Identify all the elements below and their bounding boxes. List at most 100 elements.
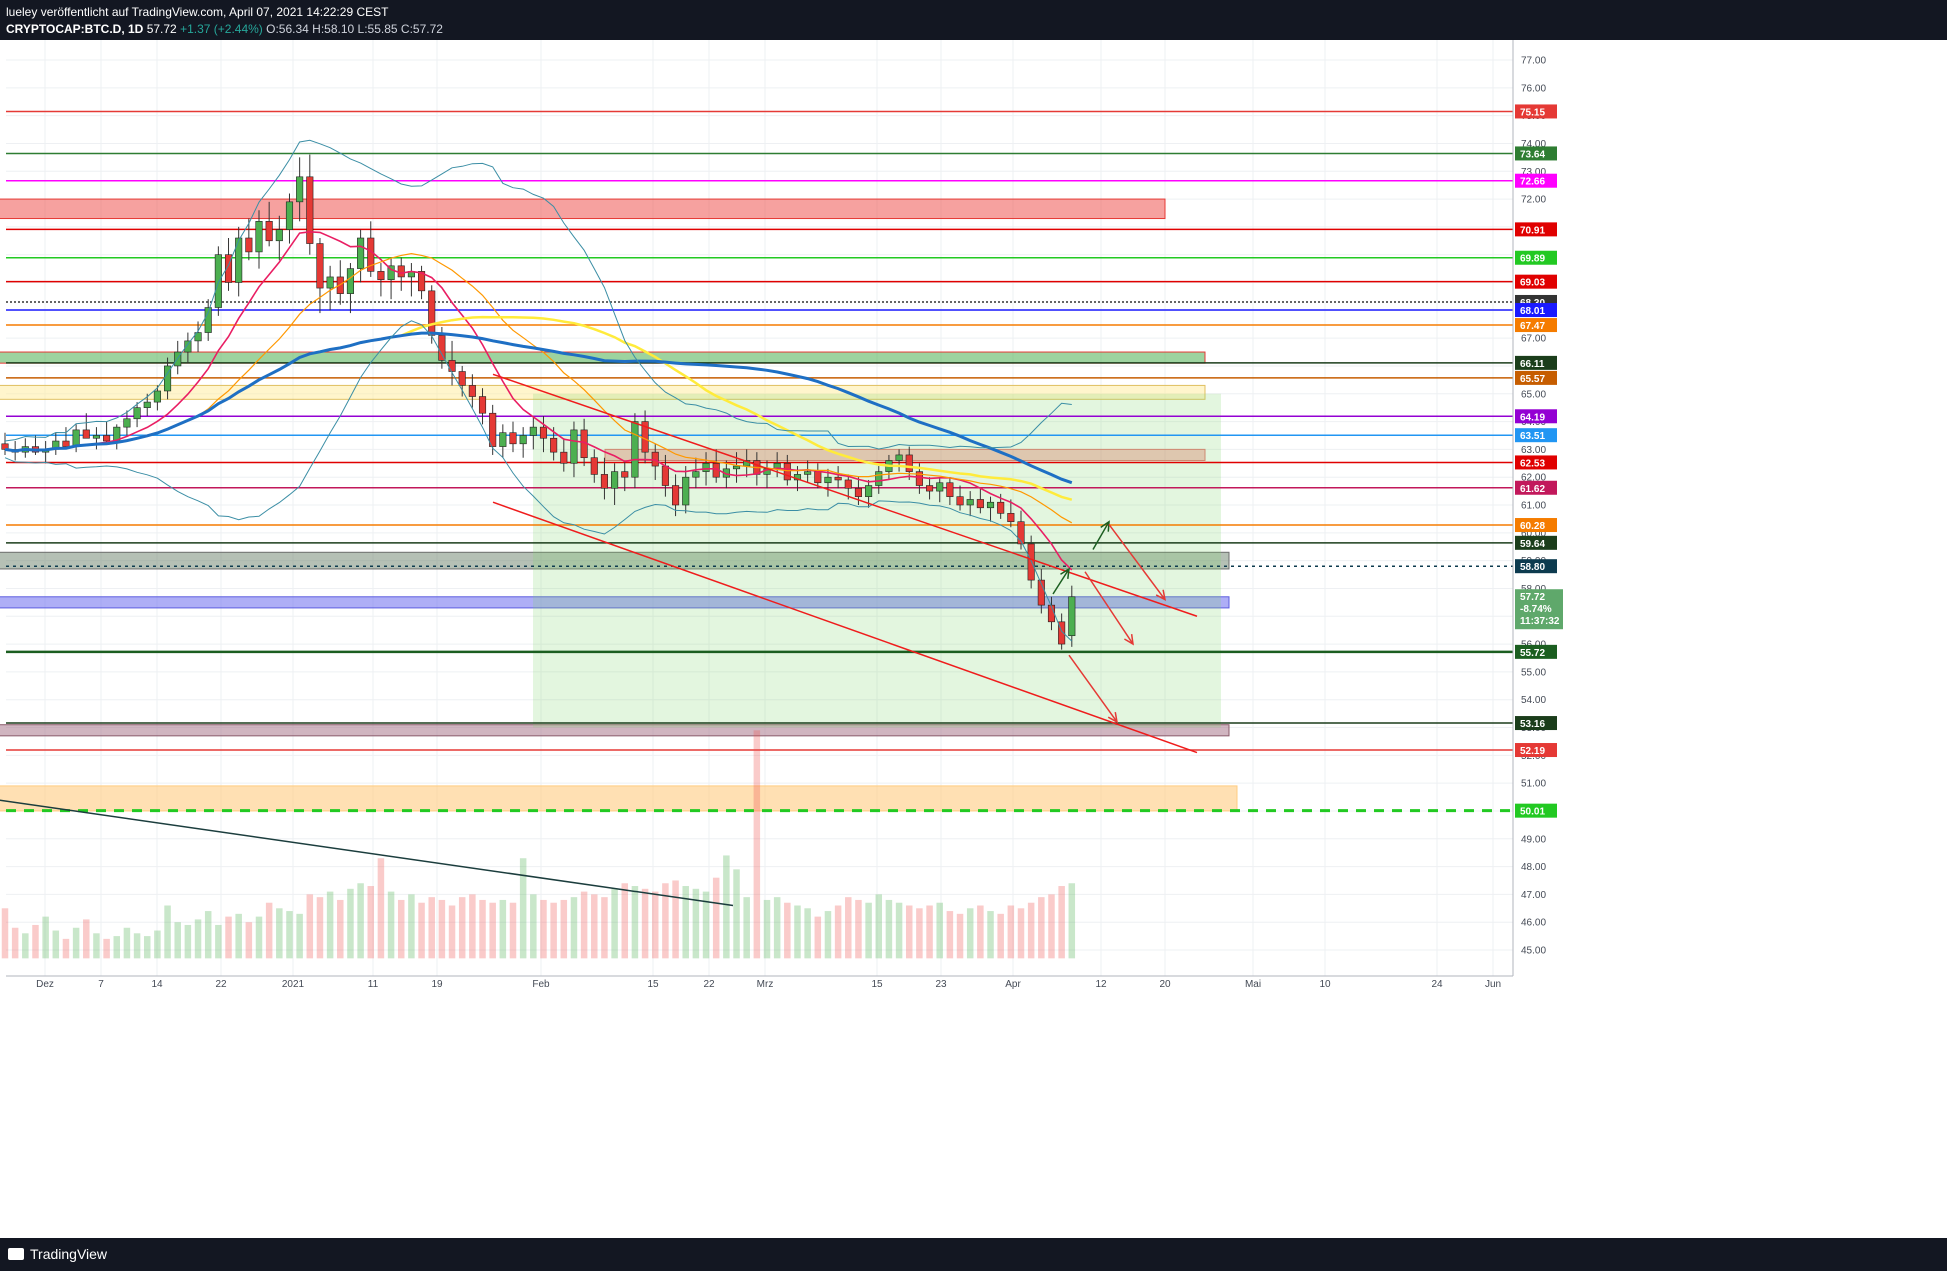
level-label: 53.16: [1520, 719, 1545, 730]
candle-body: [377, 271, 385, 281]
candle-body: [682, 476, 690, 506]
volume-bar: [712, 877, 720, 959]
projection-arrow-head: [1100, 520, 1110, 532]
volume-bar: [1048, 894, 1055, 959]
level-label-background: [1515, 318, 1557, 333]
candle-body: [255, 221, 263, 253]
candle-body: [529, 426, 537, 436]
ema-long-line: [4, 331, 1073, 485]
volume-bar: [184, 924, 192, 959]
volume-bar: [794, 905, 801, 959]
volume-bar: [926, 905, 933, 959]
volume-bar: [255, 916, 263, 959]
volume-bar: [347, 888, 354, 959]
volume-bar: [570, 897, 578, 959]
volume-bar: [519, 858, 527, 959]
volume-bar: [306, 894, 314, 959]
level-label: 70.91: [1520, 225, 1545, 236]
candle-body: [103, 435, 111, 442]
change-value: +1.37 (+2.44%): [180, 22, 263, 36]
price-tick-label: 46.00: [1521, 918, 1546, 929]
volume-bars: [1, 730, 1076, 959]
volume-bar: [164, 905, 171, 959]
volume-bar: [367, 886, 375, 959]
level-label-background: [1515, 274, 1557, 289]
bollinger-lower: [4, 320, 1073, 642]
time-tick-label: Apr: [1005, 979, 1021, 990]
last-value: 57.72: [146, 22, 177, 36]
level-label-background: [1515, 535, 1557, 550]
candle-body: [539, 426, 548, 439]
time-axis[interactable]: Dez 7 14 22 2021 11 19 Feb 15 22 Mrz 15 23 Apr 12 20 Mai…: [0, 975, 1947, 990]
candle-body: [783, 462, 791, 481]
volume-bar: [469, 894, 476, 959]
level-label: 61.62: [1520, 484, 1545, 495]
price-tick-label: 48.00: [1521, 862, 1546, 873]
volume-bar: [316, 897, 324, 959]
volume-bar: [428, 897, 435, 959]
volume-bar: [1007, 905, 1015, 959]
time-tick-label: 7: [98, 979, 104, 990]
price-tick-label: 63.00: [1521, 445, 1546, 456]
chart-footer: TradingView: [0, 1238, 1947, 1271]
symbol-name[interactable]: CRYPTOCAP:BTC.D, 1D: [6, 22, 144, 36]
zone-box: [0, 384, 1206, 400]
plot-background: [6, 40, 1513, 976]
candle-body: [458, 371, 466, 386]
volume-bar: [611, 888, 618, 959]
projection-arrow: [1052, 568, 1070, 595]
volume-bar: [682, 886, 689, 959]
candle-body: [986, 501, 995, 509]
volume-bar: [265, 902, 273, 959]
candle-body: [326, 276, 334, 289]
price-tick-label: 60.00: [1521, 528, 1546, 539]
level-label-background: [1515, 303, 1557, 318]
level-label-background: [1515, 518, 1557, 533]
volume-bar: [855, 899, 862, 959]
time-tick-label: 19: [431, 979, 443, 990]
volume-bar: [814, 916, 822, 959]
level-label: 66.11: [1520, 359, 1545, 370]
candle-body: [854, 488, 862, 497]
volume-bar: [154, 930, 161, 959]
channel-lower-line: [492, 501, 1198, 754]
candle-body: [560, 451, 568, 464]
volume-bar: [530, 894, 537, 959]
volume-bar: [753, 730, 761, 959]
candle-body: [915, 471, 923, 486]
last-price-countdown: 11:37:32: [1520, 616, 1560, 627]
price-axis[interactable]: 45.0046.0047.0048.0049.0050.0051.0052.00…: [1512, 40, 1947, 990]
volume-bar: [1058, 886, 1065, 959]
price-tick-label: 73.00: [1521, 167, 1546, 178]
level-label-background: [1515, 173, 1557, 188]
level-label-background: [1515, 716, 1557, 731]
price-tick-label: 55.00: [1521, 667, 1546, 678]
volume-bar: [377, 858, 385, 959]
volume-bar: [824, 911, 832, 959]
grid-lines: [6, 40, 1513, 976]
candle-body: [926, 485, 934, 492]
volume-bar: [397, 899, 405, 959]
level-label: 73.64: [1520, 149, 1545, 160]
level-label: 68.01: [1520, 306, 1545, 317]
candle-body: [153, 390, 161, 403]
level-label-background: [1515, 409, 1557, 424]
projection-arrow-head: [1155, 589, 1167, 601]
volume-bar: [93, 933, 100, 959]
tradingview-logo[interactable]: TradingView: [8, 1246, 107, 1262]
level-label-background: [1515, 355, 1557, 370]
volume-bar: [641, 888, 649, 959]
candle-body: [387, 265, 395, 281]
candle-body: [621, 471, 629, 478]
level-label-background: [1515, 559, 1557, 574]
level-label-background: [1515, 480, 1557, 495]
time-tick-label: 23: [935, 979, 947, 990]
level-label: 52.19: [1520, 746, 1545, 757]
candle-body: [946, 482, 954, 497]
price-tick-label: 61.00: [1521, 501, 1546, 512]
volume-bar: [885, 899, 893, 959]
zone-box: [0, 724, 1230, 737]
candle-body: [418, 271, 426, 292]
level-label-background: [1515, 803, 1557, 818]
price-chart[interactable]: 45.0046.0047.0048.0049.0050.0051.0052.00…: [0, 40, 1947, 1238]
